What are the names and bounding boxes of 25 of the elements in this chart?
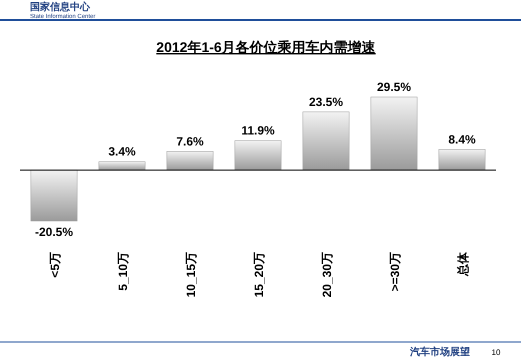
data-label: -20.5% — [34, 225, 74, 239]
text: 国家信息中心 — [30, 1, 91, 13]
data-label: 23.5% — [308, 94, 344, 109]
text: 汽车市场展望 — [409, 346, 470, 358]
chart-title: 2012年1-6月各价位乘用车内需增速 — [156, 39, 377, 55]
x-tick-label: 总体 — [456, 251, 470, 277]
bar — [166, 151, 214, 170]
x-tick-label: <5万 — [48, 252, 62, 278]
x-tick-label: 15_20万 — [252, 252, 266, 298]
bar — [234, 140, 282, 170]
data-label: 7.6% — [176, 134, 204, 148]
bar — [98, 161, 146, 170]
bar — [302, 112, 350, 170]
data-label: 8.4% — [448, 132, 476, 146]
x-tick-label: 20_30万 — [320, 252, 334, 298]
x-tick-label: 10_15万 — [184, 252, 198, 298]
text: 10 — [492, 348, 501, 357]
bar — [30, 170, 78, 222]
data-label: 29.5% — [376, 80, 412, 94]
x-tick-label: 5_10万 — [116, 252, 130, 291]
bar — [370, 96, 418, 170]
bar — [438, 149, 486, 170]
data-label: 11.9% — [241, 124, 276, 138]
x-tick-label: >=30万 — [388, 252, 402, 292]
data-label: 3.4% — [108, 144, 136, 159]
